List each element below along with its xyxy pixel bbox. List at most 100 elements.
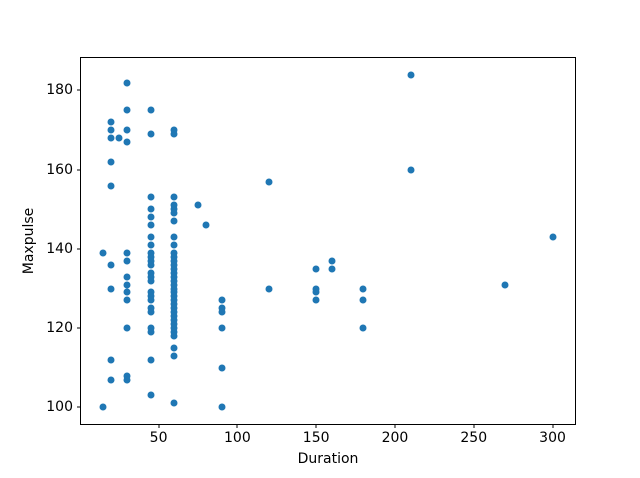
data-point	[170, 324, 178, 332]
data-point	[147, 221, 155, 229]
data-point	[328, 265, 336, 273]
data-point	[147, 257, 155, 265]
data-point	[123, 324, 131, 332]
data-point	[312, 265, 320, 273]
data-point	[407, 71, 415, 79]
x-tick-label: 300	[539, 430, 566, 446]
x-tick-mark	[473, 424, 475, 428]
data-point	[107, 376, 115, 384]
data-point	[170, 201, 178, 209]
y-tick-mark	[77, 327, 81, 329]
data-point	[194, 201, 202, 209]
data-point	[147, 253, 155, 261]
data-point	[170, 288, 178, 296]
data-point	[147, 193, 155, 201]
data-point	[170, 296, 178, 304]
data-point	[107, 285, 115, 293]
data-point	[147, 277, 155, 285]
data-point	[123, 376, 131, 384]
data-point	[123, 126, 131, 134]
x-tick-mark	[552, 424, 554, 428]
data-point	[147, 308, 155, 316]
data-point	[147, 273, 155, 281]
data-point	[123, 273, 131, 281]
data-point	[99, 249, 107, 257]
x-tick-mark	[158, 424, 160, 428]
data-point	[218, 308, 226, 316]
data-point	[170, 277, 178, 285]
y-axis-label: Maxpulse	[21, 207, 37, 275]
data-point	[170, 126, 178, 134]
data-point	[115, 134, 123, 142]
data-point	[170, 269, 178, 277]
data-point	[170, 300, 178, 308]
data-point	[170, 399, 178, 407]
data-point	[170, 312, 178, 320]
data-point	[359, 296, 367, 304]
data-point	[147, 391, 155, 399]
x-tick-label: 200	[381, 430, 409, 446]
data-point	[170, 241, 178, 249]
data-point	[107, 126, 115, 134]
x-tick-label: 100	[224, 430, 251, 446]
data-point	[407, 166, 415, 174]
data-point	[218, 304, 226, 312]
data-point	[170, 332, 178, 340]
data-point	[123, 249, 131, 257]
data-point	[170, 253, 178, 261]
data-point	[147, 324, 155, 332]
data-point	[170, 281, 178, 289]
y-tick-mark	[77, 406, 81, 408]
data-point	[501, 281, 509, 289]
data-point	[170, 292, 178, 300]
data-point	[170, 233, 178, 241]
x-tick-label: 50	[149, 430, 168, 446]
data-point	[147, 296, 155, 304]
data-point	[359, 324, 367, 332]
data-point	[328, 257, 336, 265]
data-point	[265, 178, 273, 186]
data-point	[123, 79, 131, 87]
data-point	[170, 217, 178, 225]
y-tick-mark	[77, 89, 81, 91]
data-point	[312, 285, 320, 293]
data-point	[123, 257, 131, 265]
data-point	[312, 296, 320, 304]
data-point	[147, 130, 155, 138]
data-point	[147, 241, 155, 249]
data-point	[107, 158, 115, 166]
data-point	[147, 292, 155, 300]
x-axis-label: Duration	[297, 451, 359, 467]
x-tick-label: 150	[302, 430, 330, 446]
x-tick-label: 250	[460, 430, 488, 446]
data-point	[123, 106, 131, 114]
data-point	[170, 344, 178, 352]
data-point	[147, 261, 155, 269]
data-point	[170, 205, 178, 213]
data-point	[147, 356, 155, 364]
data-point	[218, 364, 226, 372]
data-point	[170, 130, 178, 138]
data-point	[202, 221, 210, 229]
data-point	[170, 308, 178, 316]
data-point	[147, 213, 155, 221]
data-point	[123, 372, 131, 380]
y-tick-label: 120	[46, 320, 73, 337]
data-point	[107, 118, 115, 126]
data-point	[123, 288, 131, 296]
plot-area: 50 100 150 200 250 300 100 120 140 160 180	[46, 57, 576, 445]
data-point	[170, 257, 178, 265]
x-tick-mark	[236, 424, 238, 428]
y-tick-mark	[77, 169, 81, 171]
data-point	[147, 288, 155, 296]
x-tick-mark	[315, 424, 317, 428]
data-point	[170, 261, 178, 269]
data-point	[170, 273, 178, 281]
data-point	[123, 296, 131, 304]
data-point	[170, 328, 178, 336]
data-point	[170, 265, 178, 273]
data-point	[170, 352, 178, 360]
data-point	[147, 269, 155, 277]
data-point	[147, 233, 155, 241]
